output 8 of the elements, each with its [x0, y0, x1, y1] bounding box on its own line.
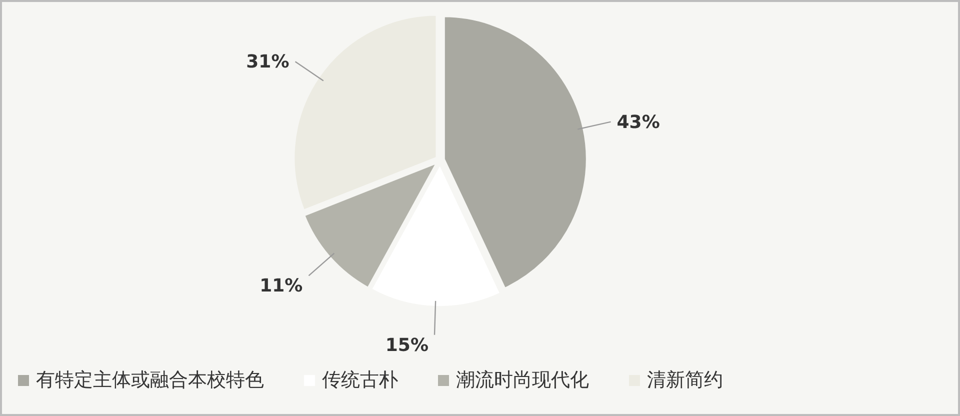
data-label: 31%: [246, 52, 290, 73]
legend-label: 潮流时尚现代化: [456, 369, 589, 391]
legend-label: 有特定主体或融合本校特色: [36, 369, 264, 391]
legend-label: 传统古朴: [322, 369, 398, 391]
data-label: 15%: [385, 334, 429, 356]
data-label: 43%: [616, 112, 660, 133]
legend-label: 清新简约: [647, 369, 723, 391]
data-label: 11%: [260, 276, 303, 297]
